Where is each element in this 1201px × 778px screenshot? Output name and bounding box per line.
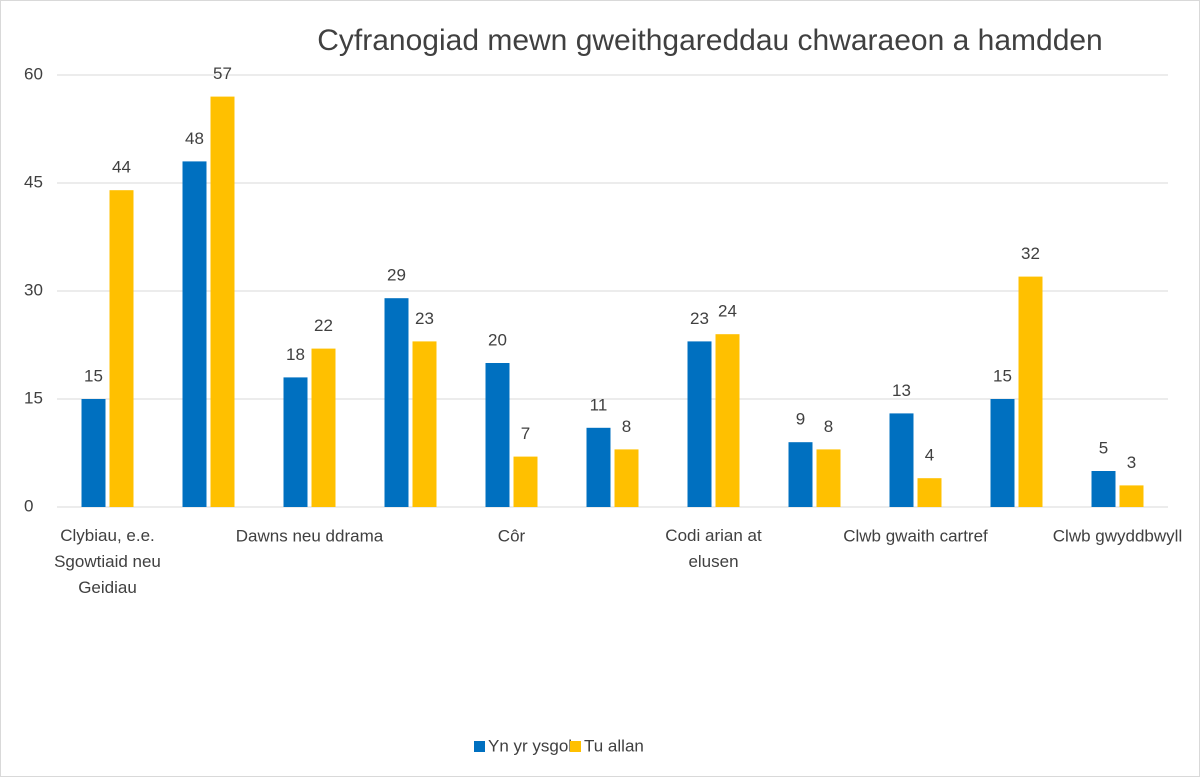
x-tick-label: Côr	[498, 526, 526, 545]
data-label: 57	[213, 64, 232, 83]
bar	[1119, 485, 1144, 507]
bar	[788, 442, 813, 507]
data-label: 23	[690, 309, 709, 328]
bar	[715, 334, 740, 507]
bar	[917, 478, 942, 507]
y-tick-label: 0	[24, 496, 33, 515]
bar	[513, 456, 538, 507]
data-label: 20	[488, 330, 507, 349]
bar	[210, 96, 235, 507]
bar	[311, 348, 336, 507]
data-label: 23	[415, 309, 434, 328]
bar	[182, 161, 207, 507]
y-tick-label: 15	[24, 388, 43, 407]
bar	[889, 413, 914, 507]
data-label: 8	[622, 417, 631, 436]
bar	[990, 399, 1015, 507]
data-label: 29	[387, 266, 406, 285]
bar	[687, 341, 712, 507]
bar	[283, 377, 308, 507]
bar	[1018, 276, 1043, 507]
x-tick-label: Dawns neu ddrama	[236, 526, 384, 545]
data-label: 15	[84, 366, 103, 385]
y-tick-label: 30	[24, 280, 43, 299]
bar	[384, 298, 409, 507]
bar	[485, 363, 510, 507]
legend-swatch	[474, 741, 485, 752]
data-label: 7	[521, 424, 530, 443]
data-label: 18	[286, 345, 305, 364]
x-tick-label: Clwb gwyddbwyll	[1053, 526, 1182, 545]
data-label: 8	[824, 417, 833, 436]
legend-label: Yn yr ysgol	[488, 736, 572, 755]
data-label: 9	[796, 410, 805, 429]
bar	[81, 399, 106, 507]
data-label: 15	[993, 366, 1012, 385]
data-label: 48	[185, 129, 204, 148]
data-label: 3	[1127, 453, 1136, 472]
data-label: 22	[314, 316, 333, 335]
legend-label: Tu allan	[584, 736, 644, 755]
y-tick-label: 45	[24, 172, 43, 191]
data-label: 13	[892, 381, 911, 400]
bar	[586, 427, 611, 507]
x-tick-label: Clwb gwaith cartref	[843, 526, 988, 545]
chart-title: Cyfranogiad mewn gweithgareddau chwaraeo…	[317, 24, 1103, 57]
data-label: 11	[590, 395, 608, 414]
x-tick-label: Clybiau, e.e. Sgowtiaid neu Geidiau	[54, 526, 161, 597]
data-label: 24	[718, 302, 737, 321]
bar	[412, 341, 437, 507]
x-tick-label: Codi arian at elusen	[665, 526, 762, 571]
bar	[614, 449, 639, 507]
legend-swatch	[570, 741, 581, 752]
bar	[109, 190, 134, 507]
data-label: 4	[925, 446, 934, 465]
bar	[1091, 471, 1116, 507]
bar	[816, 449, 841, 507]
data-label: 44	[112, 158, 131, 177]
data-label: 32	[1021, 244, 1040, 263]
data-label: 5	[1099, 438, 1108, 457]
y-tick-label: 60	[24, 64, 43, 83]
